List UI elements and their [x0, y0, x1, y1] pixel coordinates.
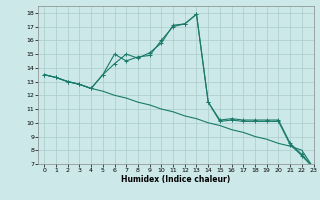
X-axis label: Humidex (Indice chaleur): Humidex (Indice chaleur) — [121, 175, 231, 184]
